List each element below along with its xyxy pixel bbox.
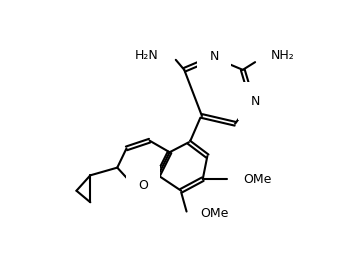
Text: O: O bbox=[138, 179, 148, 192]
Text: OMe: OMe bbox=[243, 173, 271, 186]
Text: H₂N: H₂N bbox=[135, 50, 159, 62]
Text: OMe: OMe bbox=[200, 207, 229, 220]
Text: N: N bbox=[251, 95, 260, 108]
Text: N: N bbox=[210, 50, 219, 63]
Text: NH₂: NH₂ bbox=[271, 50, 294, 62]
